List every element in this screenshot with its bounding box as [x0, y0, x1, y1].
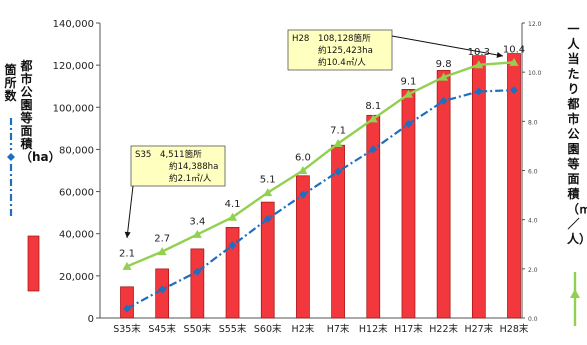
per-capita-series-point — [509, 57, 519, 66]
y-left-tick-label: 120,000 — [53, 61, 94, 72]
y-right-tick-label: 4.0 — [528, 218, 538, 225]
per-capita-data-label: 6.0 — [295, 153, 311, 164]
per-capita-data-label: 9.1 — [401, 76, 417, 87]
legend-left-bar-label: 箇所数 — [4, 63, 17, 103]
area-series-point — [439, 96, 448, 105]
y-left-tick-label: 20,000 — [59, 272, 94, 283]
annotation-box — [287, 29, 393, 71]
per-capita-series-point — [263, 188, 273, 197]
x-tick-label: S35末 — [113, 323, 141, 335]
per-capita-series-point — [439, 72, 449, 81]
x-tick-label: S50末 — [184, 323, 212, 335]
area-series-point — [334, 167, 343, 176]
area-series-line — [126, 89, 515, 310]
y-left-tick-label: 80,000 — [59, 145, 94, 156]
x-tick-label: H28末 — [500, 323, 529, 335]
annotation-pointer — [126, 185, 134, 239]
annotation-arrowhead — [496, 51, 503, 58]
y-left-tick-label: 40,000 — [59, 230, 94, 241]
per-capita-data-label: 7.1 — [330, 125, 346, 136]
per-capita-data-label: 10.4 — [503, 44, 525, 55]
legend-per-capita-marker — [570, 289, 580, 298]
bar — [436, 70, 451, 319]
y-right-tick-label: 8.0 — [528, 119, 538, 126]
per-capita-data-label: 10.3 — [468, 47, 490, 58]
per-capita-series-point — [192, 229, 202, 238]
legend-area-marker — [7, 153, 15, 161]
y-left-tick-label: 60,000 — [59, 188, 94, 199]
bar — [260, 201, 275, 319]
area-series-point — [263, 214, 272, 223]
annotation-text: 約10.4㎡/人 — [318, 56, 366, 68]
per-capita-data-label: 8.1 — [365, 101, 381, 112]
annotation-text: 約14,388ha — [169, 160, 218, 172]
bar — [296, 175, 310, 319]
annotation-arrowhead — [124, 231, 131, 238]
bar — [120, 286, 134, 319]
per-capita-data-label: 2.7 — [154, 234, 170, 245]
y-right-tick-label: 10.0 — [528, 70, 542, 77]
per-capita-series-point — [122, 261, 132, 270]
per-capita-data-label: 5.1 — [260, 175, 276, 186]
per-capita-series-point — [368, 114, 378, 123]
y-left-tick-label: 100,000 — [53, 103, 94, 114]
y-right-tick-label: 2.0 — [528, 267, 538, 274]
area-series-point — [298, 190, 307, 199]
area-series-point — [193, 267, 202, 276]
annotation-box — [130, 145, 226, 187]
per-capita-data-label: 2.1 — [119, 248, 135, 259]
bar — [225, 227, 240, 319]
area-series-point — [369, 145, 378, 154]
annotation-pointer — [391, 35, 504, 57]
x-tick-label: S55末 — [219, 323, 247, 335]
per-capita-series-point — [474, 60, 484, 69]
per-capita-data-label: 9.8 — [436, 59, 452, 70]
per-capita-series-point — [333, 138, 343, 147]
legend-right-label: 一人当たり都市公園等面積（㎡／人） — [567, 22, 587, 246]
y-left-tick-label: 140,000 — [53, 19, 94, 30]
bar — [401, 89, 416, 319]
area-series-point — [158, 285, 167, 294]
x-tick-label: H22末 — [429, 323, 458, 335]
y-right-tick-label: 12.0 — [528, 21, 542, 28]
x-tick-label: H17末 — [394, 323, 423, 335]
bar — [471, 55, 486, 319]
per-capita-series-point — [403, 89, 413, 98]
per-capita-data-label: 3.4 — [189, 216, 205, 227]
bar — [190, 248, 205, 319]
x-tick-label: S45末 — [148, 323, 176, 335]
bar — [507, 53, 521, 319]
y-left-tick-label: 0 — [88, 314, 94, 325]
annotation-text: H28 108,128箇所 — [292, 32, 371, 44]
annotation-text: 約2.1㎡/人 — [169, 172, 212, 184]
area-series-point — [404, 120, 413, 129]
area-series-point — [123, 304, 131, 313]
per-capita-series-point — [228, 212, 238, 221]
per-capita-data-label: 4.1 — [225, 199, 241, 210]
x-tick-label: H2末 — [292, 323, 315, 335]
y-right-tick-label: 0.0 — [528, 316, 538, 323]
x-tick-label: H27末 — [464, 323, 493, 335]
legend-bar-swatch — [27, 235, 40, 292]
legend-left-line-label: 都市公園等面積（ha） — [20, 59, 61, 164]
area-series-point — [510, 86, 518, 95]
x-tick-label: H7末 — [327, 323, 350, 335]
x-tick-label: H12末 — [359, 323, 388, 335]
annotation-text: S35 4,511箇所 — [135, 148, 202, 160]
x-tick-label: S60末 — [254, 323, 282, 335]
per-capita-series-line — [126, 61, 515, 268]
area-series-point — [474, 87, 483, 96]
per-capita-series-point — [298, 166, 308, 174]
per-capita-series-point — [157, 247, 167, 256]
annotation-text: 約125,423ha — [318, 44, 373, 56]
area-series-point — [228, 241, 237, 250]
y-right-tick-label: 6.0 — [528, 169, 538, 176]
